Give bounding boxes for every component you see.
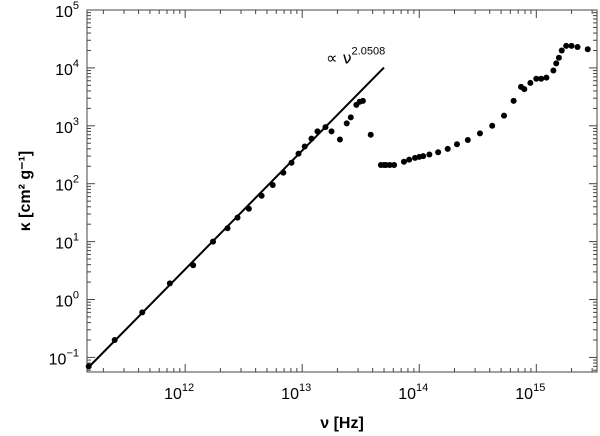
data-point bbox=[501, 112, 508, 119]
data-point bbox=[308, 135, 315, 142]
data-point bbox=[420, 153, 427, 160]
data-point bbox=[111, 336, 118, 343]
data-point bbox=[386, 162, 393, 169]
x-tick-label: 1012 bbox=[164, 382, 194, 403]
fit-annotation: ∝ ν2.0508 bbox=[326, 45, 385, 67]
data-point bbox=[533, 75, 540, 82]
plot-frame bbox=[86, 9, 598, 373]
x-tick-label: 1014 bbox=[398, 382, 428, 403]
data-point bbox=[224, 225, 231, 232]
data-point bbox=[314, 128, 321, 135]
data-point bbox=[85, 363, 92, 370]
data-point bbox=[426, 151, 433, 158]
data-point bbox=[489, 122, 496, 129]
data-point bbox=[280, 169, 287, 176]
x-tick-label: 1015 bbox=[515, 382, 545, 403]
data-points bbox=[85, 42, 591, 370]
fit-annotation-exponent: 2.0508 bbox=[352, 45, 386, 57]
data-point bbox=[538, 75, 545, 82]
x-axis-label: ν [Hz] bbox=[320, 415, 364, 432]
data-point bbox=[453, 141, 460, 148]
data-point bbox=[258, 192, 265, 199]
data-point bbox=[139, 309, 146, 316]
data-point bbox=[543, 74, 550, 81]
y-axis-label: κ [cm² g⁻¹] bbox=[17, 151, 34, 231]
data-point bbox=[245, 205, 252, 212]
data-point bbox=[343, 120, 350, 127]
data-point bbox=[406, 156, 413, 163]
data-point bbox=[234, 214, 241, 221]
data-point bbox=[347, 114, 354, 121]
fit-annotation-prefix: ∝ ν bbox=[326, 48, 352, 67]
data-point bbox=[521, 86, 528, 93]
y-tick-label: 104 bbox=[55, 58, 79, 79]
data-point bbox=[435, 149, 442, 156]
y-tick-label: 10−1 bbox=[49, 347, 79, 368]
data-point bbox=[322, 124, 329, 131]
data-point bbox=[210, 238, 217, 245]
data-point bbox=[444, 145, 451, 152]
data-point bbox=[367, 131, 374, 138]
data-point bbox=[328, 128, 335, 135]
data-point bbox=[574, 43, 581, 50]
data-point bbox=[555, 54, 562, 61]
y-tick-label: 103 bbox=[55, 116, 79, 137]
data-point bbox=[510, 97, 517, 104]
y-tick-label: 102 bbox=[55, 174, 79, 195]
data-point bbox=[190, 262, 197, 269]
data-point bbox=[527, 79, 534, 86]
data-point bbox=[269, 181, 276, 188]
data-point bbox=[359, 97, 366, 104]
data-point bbox=[391, 162, 398, 169]
data-point bbox=[553, 60, 560, 67]
y-tick-label: 100 bbox=[55, 290, 79, 311]
tick-labels: 1012 1013 1014 1015 10−1 100 101 102 103 104 105 bbox=[49, 0, 546, 403]
data-point bbox=[400, 158, 407, 165]
x-tick-label: 1013 bbox=[281, 382, 311, 403]
data-point bbox=[550, 67, 557, 74]
data-point bbox=[301, 143, 308, 150]
data-point bbox=[336, 136, 343, 143]
axis-ticks bbox=[87, 9, 597, 372]
data-point bbox=[295, 150, 302, 157]
data-point bbox=[464, 136, 471, 143]
data-point bbox=[568, 42, 575, 49]
data-point bbox=[558, 47, 565, 54]
data-point bbox=[563, 42, 570, 49]
y-tick-label: 101 bbox=[55, 232, 79, 253]
data-point bbox=[288, 159, 295, 166]
data-point bbox=[166, 280, 173, 287]
y-tick-label: 105 bbox=[55, 0, 79, 21]
data-point bbox=[584, 46, 591, 53]
data-point bbox=[476, 130, 483, 137]
